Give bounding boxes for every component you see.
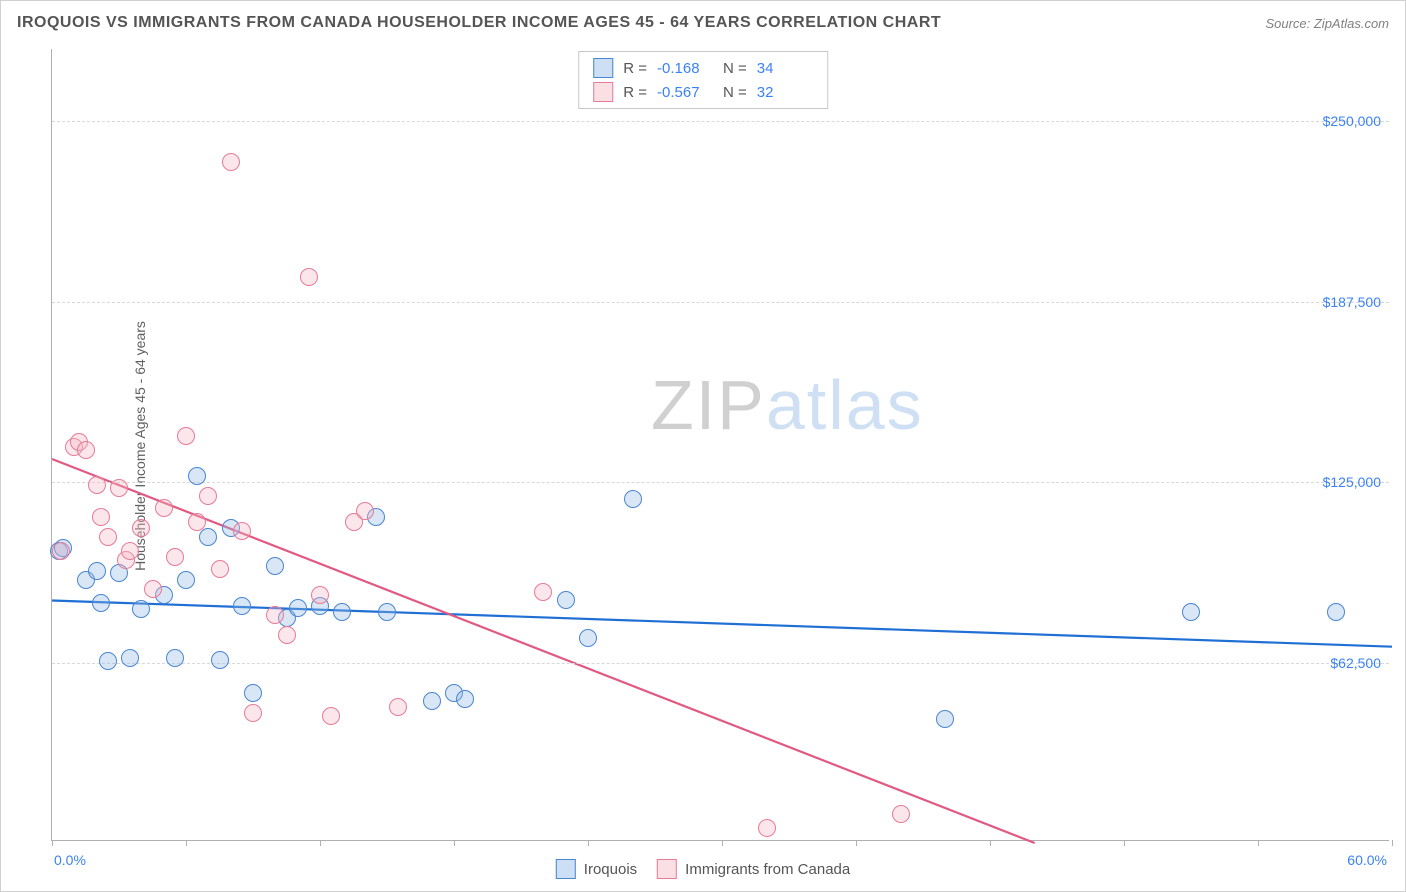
data-point-iroquois [557, 591, 575, 609]
data-point-canada [311, 586, 329, 604]
x-tick [1124, 840, 1125, 846]
gridline [52, 302, 1389, 303]
r-value-canada: -0.567 [657, 84, 713, 101]
x-tick [454, 840, 455, 846]
data-point-canada [244, 704, 262, 722]
chart-title: IROQUOIS VS IMMIGRANTS FROM CANADA HOUSE… [17, 14, 941, 32]
data-point-canada [188, 513, 206, 531]
data-point-canada [77, 441, 95, 459]
x-tick [588, 840, 589, 846]
y-tick-label: $62,500 [1330, 655, 1381, 671]
data-point-iroquois [333, 603, 351, 621]
data-point-iroquois [132, 600, 150, 618]
data-point-canada [222, 153, 240, 171]
data-point-canada [534, 583, 552, 601]
data-point-canada [121, 542, 139, 560]
data-point-iroquois [1182, 603, 1200, 621]
x-tick [52, 840, 53, 846]
x-tick [1258, 840, 1259, 846]
legend-swatch-iroquois-icon [556, 859, 576, 879]
x-tick [722, 840, 723, 846]
data-point-iroquois [99, 652, 117, 670]
data-point-canada [322, 707, 340, 725]
series-legend: Iroquois Immigrants from Canada [556, 859, 850, 879]
data-point-canada [758, 819, 776, 837]
data-point-canada [211, 560, 229, 578]
data-point-iroquois [1327, 603, 1345, 621]
plot-area: ZIPatlas 0.0% 60.0% $62,500$125,000$187,… [51, 49, 1389, 841]
data-point-canada [166, 548, 184, 566]
data-point-iroquois [211, 651, 229, 669]
source-attribution: Source: ZipAtlas.com [1265, 16, 1389, 31]
data-point-canada [177, 427, 195, 445]
gridline [52, 121, 1389, 122]
data-point-canada [266, 606, 284, 624]
x-tick [1392, 840, 1393, 846]
chart-container: IROQUOIS VS IMMIGRANTS FROM CANADA HOUSE… [0, 0, 1406, 892]
gridline [52, 663, 1389, 664]
y-tick-label: $187,500 [1323, 294, 1381, 310]
x-axis-max-label: 60.0% [1347, 852, 1387, 868]
gridline [52, 482, 1389, 483]
data-point-iroquois [378, 603, 396, 621]
data-point-iroquois [177, 571, 195, 589]
x-tick [856, 840, 857, 846]
data-point-iroquois [579, 629, 597, 647]
data-point-iroquois [166, 649, 184, 667]
data-point-iroquois [88, 562, 106, 580]
data-point-canada [278, 626, 296, 644]
stats-row-iroquois: R = -0.168 N = 34 [593, 56, 813, 80]
legend-label-canada: Immigrants from Canada [685, 861, 850, 878]
data-point-canada [233, 522, 251, 540]
data-point-iroquois [199, 528, 217, 546]
data-point-canada [155, 499, 173, 517]
data-point-iroquois [624, 490, 642, 508]
data-point-iroquois [188, 467, 206, 485]
data-point-canada [389, 698, 407, 716]
data-point-canada [110, 479, 128, 497]
r-label: R = [623, 84, 647, 101]
data-point-canada [144, 580, 162, 598]
data-point-iroquois [92, 594, 110, 612]
legend-label-iroquois: Iroquois [584, 861, 637, 878]
data-point-canada [92, 508, 110, 526]
data-point-iroquois [266, 557, 284, 575]
y-tick-label: $250,000 [1323, 113, 1381, 129]
r-label: R = [623, 60, 647, 77]
data-point-iroquois [233, 597, 251, 615]
data-point-canada [300, 268, 318, 286]
y-tick-label: $125,000 [1323, 474, 1381, 490]
data-point-canada [892, 805, 910, 823]
data-point-iroquois [423, 692, 441, 710]
data-point-canada [356, 502, 374, 520]
data-point-canada [52, 542, 70, 560]
n-value-iroquois: 34 [757, 60, 813, 77]
data-point-iroquois [456, 690, 474, 708]
data-point-canada [99, 528, 117, 546]
data-point-canada [88, 476, 106, 494]
data-point-iroquois [244, 684, 262, 702]
x-axis-min-label: 0.0% [54, 852, 86, 868]
n-label: N = [723, 60, 747, 77]
legend-item-canada: Immigrants from Canada [657, 859, 850, 879]
data-point-iroquois [936, 710, 954, 728]
legend-item-iroquois: Iroquois [556, 859, 637, 879]
correlation-stats-legend: R = -0.168 N = 34 R = -0.567 N = 32 [578, 51, 828, 109]
r-value-iroquois: -0.168 [657, 60, 713, 77]
data-point-iroquois [289, 599, 307, 617]
x-tick [990, 840, 991, 846]
swatch-iroquois-icon [593, 58, 613, 78]
data-point-canada [199, 487, 217, 505]
data-point-canada [132, 519, 150, 537]
x-tick [320, 840, 321, 846]
stats-row-canada: R = -0.567 N = 32 [593, 80, 813, 104]
legend-swatch-canada-icon [657, 859, 677, 879]
n-value-canada: 32 [757, 84, 813, 101]
chart-header: IROQUOIS VS IMMIGRANTS FROM CANADA HOUSE… [1, 1, 1405, 45]
x-tick [186, 840, 187, 846]
n-label: N = [723, 84, 747, 101]
data-point-iroquois [121, 649, 139, 667]
swatch-canada-icon [593, 82, 613, 102]
